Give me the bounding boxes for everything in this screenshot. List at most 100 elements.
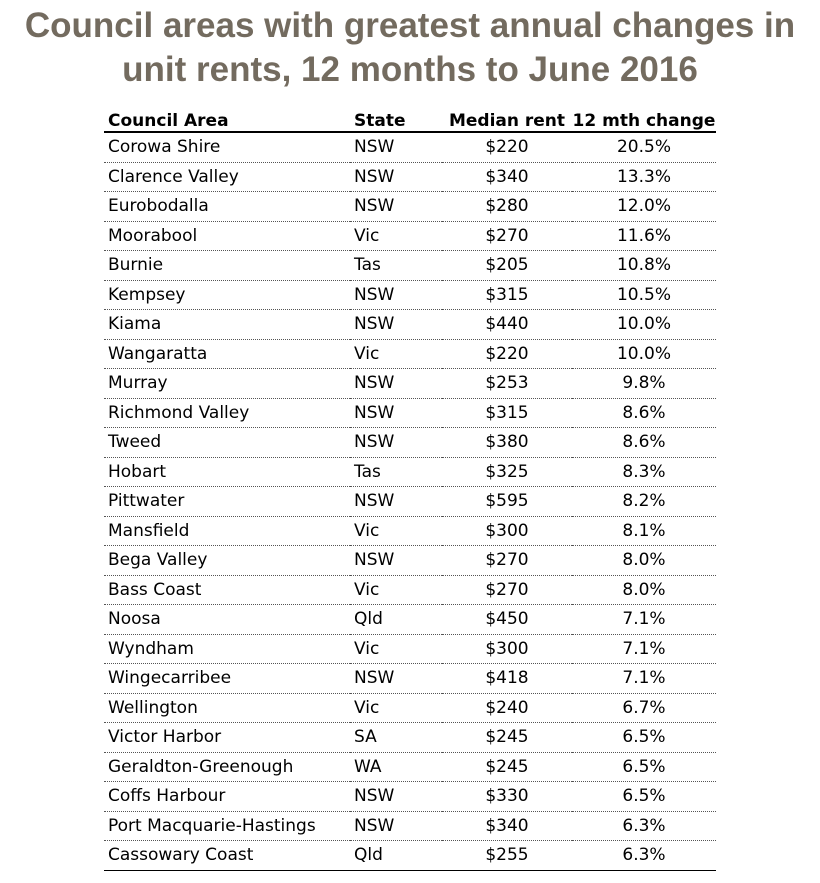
table-row: Mansfield Vic $300 8.1% — [104, 516, 716, 546]
state-cell: SA — [350, 722, 442, 753]
council-area-cell: Tweed — [104, 427, 350, 458]
state-cell: Vic — [350, 634, 442, 664]
council-area-cell: Bega Valley — [104, 545, 350, 576]
change-cell: 12.0% — [572, 191, 716, 222]
table-row: Bega Valley NSW $270 8.0% — [104, 545, 716, 576]
median-rent-cell: $340 — [442, 162, 572, 192]
state-cell: Vic — [350, 575, 442, 605]
change-cell: 7.1% — [572, 634, 716, 664]
table-row: Pittwater NSW $595 8.2% — [104, 486, 716, 517]
median-rent-cell: $300 — [442, 634, 572, 664]
table-row: Coffs Harbour NSW $330 6.5% — [104, 781, 716, 812]
chart-title: Council areas with greatest annual chang… — [0, 4, 820, 92]
column-header-state: State — [350, 106, 442, 133]
council-area-cell: Victor Harbor — [104, 722, 350, 753]
council-area-cell: Corowa Shire — [104, 132, 350, 163]
change-cell: 6.3% — [572, 840, 716, 871]
table-row: Port Macquarie-Hastings NSW $340 6.3% — [104, 811, 716, 841]
median-rent-cell: $440 — [442, 309, 572, 340]
state-cell: Qld — [350, 604, 442, 635]
council-area-cell: Hobart — [104, 457, 350, 487]
council-area-cell: Murray — [104, 368, 350, 399]
table-row: Wyndham Vic $300 7.1% — [104, 634, 716, 664]
table-row: Burnie Tas $205 10.8% — [104, 250, 716, 281]
median-rent-cell: $245 — [442, 722, 572, 753]
council-area-cell: Pittwater — [104, 486, 350, 517]
change-cell: 7.1% — [572, 604, 716, 635]
council-area-cell: Wingecarribee — [104, 663, 350, 694]
table-row: Corowa Shire NSW $220 20.5% — [104, 132, 716, 163]
state-cell: NSW — [350, 781, 442, 812]
median-rent-cell: $325 — [442, 457, 572, 487]
state-cell: NSW — [350, 309, 442, 340]
table-row: Wangaratta Vic $220 10.0% — [104, 339, 716, 369]
change-cell: 20.5% — [572, 132, 716, 163]
state-cell: Tas — [350, 457, 442, 487]
change-cell: 7.1% — [572, 663, 716, 694]
table-row: Eurobodalla NSW $280 12.0% — [104, 191, 716, 222]
council-area-cell: Clarence Valley — [104, 162, 350, 192]
state-cell: Qld — [350, 840, 442, 871]
table-row: Tweed NSW $380 8.6% — [104, 427, 716, 458]
state-cell: NSW — [350, 486, 442, 517]
change-cell: 13.3% — [572, 162, 716, 192]
state-cell: NSW — [350, 811, 442, 841]
median-rent-cell: $270 — [442, 221, 572, 251]
state-cell: NSW — [350, 398, 442, 428]
state-cell: NSW — [350, 545, 442, 576]
table-row: Hobart Tas $325 8.3% — [104, 457, 716, 487]
council-area-cell: Burnie — [104, 250, 350, 281]
chart-title-line-1: Council areas with greatest annual chang… — [24, 6, 796, 45]
median-rent-cell: $255 — [442, 840, 572, 871]
table-row: Geraldton-Greenough WA $245 6.5% — [104, 752, 716, 782]
change-cell: 10.0% — [572, 309, 716, 340]
council-area-cell: Port Macquarie-Hastings — [104, 811, 350, 841]
table-row: Kiama NSW $440 10.0% — [104, 309, 716, 340]
council-area-cell: Bass Coast — [104, 575, 350, 605]
table-row: Wellington Vic $240 6.7% — [104, 693, 716, 723]
council-area-cell: Geraldton-Greenough — [104, 752, 350, 782]
table-header-row: Council Area State Median rent 12 mth ch… — [104, 106, 716, 133]
council-area-cell: Wyndham — [104, 634, 350, 664]
change-cell: 6.3% — [572, 811, 716, 841]
council-area-cell: Moorabool — [104, 221, 350, 251]
median-rent-cell: $450 — [442, 604, 572, 635]
council-area-cell: Eurobodalla — [104, 191, 350, 222]
change-cell: 6.5% — [572, 722, 716, 753]
table-row: Richmond Valley NSW $315 8.6% — [104, 398, 716, 428]
median-rent-cell: $205 — [442, 250, 572, 281]
table-row: Murray NSW $253 9.8% — [104, 368, 716, 399]
table-row: Cassowary Coast Qld $255 6.3% — [104, 840, 716, 871]
column-header-council-area: Council Area — [104, 106, 350, 133]
median-rent-cell: $270 — [442, 545, 572, 576]
council-area-cell: Kempsey — [104, 280, 350, 310]
median-rent-cell: $270 — [442, 575, 572, 605]
council-area-cell: Richmond Valley — [104, 398, 350, 428]
change-cell: 8.1% — [572, 516, 716, 546]
state-cell: NSW — [350, 132, 442, 163]
state-cell: Vic — [350, 221, 442, 251]
change-cell: 6.5% — [572, 752, 716, 782]
median-rent-cell: $253 — [442, 368, 572, 399]
state-cell: Vic — [350, 693, 442, 723]
median-rent-cell: $315 — [442, 398, 572, 428]
table-row: Clarence Valley NSW $340 13.3% — [104, 162, 716, 192]
column-header-median-rent: Median rent — [442, 106, 572, 133]
state-cell: Tas — [350, 250, 442, 281]
median-rent-cell: $220 — [442, 339, 572, 369]
median-rent-cell: $280 — [442, 191, 572, 222]
median-rent-cell: $330 — [442, 781, 572, 812]
change-cell: 9.8% — [572, 368, 716, 399]
table-row: Moorabool Vic $270 11.6% — [104, 221, 716, 251]
council-area-cell: Wellington — [104, 693, 350, 723]
median-rent-cell: $380 — [442, 427, 572, 458]
median-rent-cell: $315 — [442, 280, 572, 310]
table-row: Kempsey NSW $315 10.5% — [104, 280, 716, 310]
council-area-cell: Coffs Harbour — [104, 781, 350, 812]
state-cell: NSW — [350, 191, 442, 222]
change-cell: 8.6% — [572, 398, 716, 428]
median-rent-cell: $240 — [442, 693, 572, 723]
change-cell: 8.0% — [572, 575, 716, 605]
council-area-cell: Cassowary Coast — [104, 840, 350, 871]
change-cell: 8.2% — [572, 486, 716, 517]
